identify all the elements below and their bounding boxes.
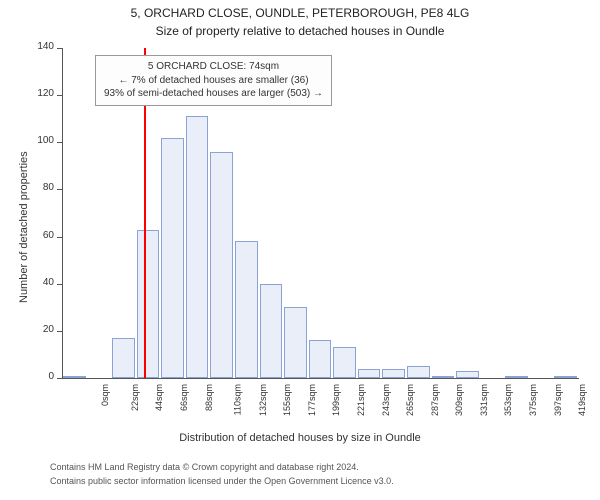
histogram-bar: [358, 369, 381, 378]
histogram-bar: [407, 366, 430, 378]
x-tick-label: 132sqm: [258, 384, 268, 416]
x-tick-label: 397sqm: [553, 384, 563, 416]
y-tick-label: 120: [22, 88, 54, 99]
x-tick-label: 22sqm: [130, 384, 140, 411]
histogram-bar: [235, 241, 258, 378]
histogram-bar: [456, 371, 479, 378]
histogram-bar: [432, 376, 455, 378]
x-tick-label: 199sqm: [331, 384, 341, 416]
x-tick-label: 221sqm: [356, 384, 366, 416]
title-line-2: Size of property relative to detached ho…: [0, 24, 600, 38]
x-tick-label: 353sqm: [503, 384, 513, 416]
y-tick-label: 20: [22, 324, 54, 335]
x-tick-label: 309sqm: [454, 384, 464, 416]
x-tick-label: 419sqm: [577, 384, 587, 416]
y-tick-label: 140: [22, 41, 54, 52]
histogram-bar: [309, 340, 332, 378]
annotation-line: 5 ORCHARD CLOSE: 74sqm: [104, 60, 323, 74]
y-tick-label: 100: [22, 135, 54, 146]
histogram-bar: [382, 369, 405, 378]
y-tick-label: 0: [22, 371, 54, 382]
x-axis-label: Distribution of detached houses by size …: [0, 432, 600, 444]
title-line-1: 5, ORCHARD CLOSE, OUNDLE, PETERBOROUGH, …: [0, 6, 600, 20]
y-axis-label: Number of detached properties: [18, 151, 30, 303]
histogram-bar: [137, 230, 160, 379]
histogram-bar: [112, 338, 135, 378]
footer-line-1: Contains HM Land Registry data © Crown c…: [50, 462, 359, 472]
x-tick-label: 66sqm: [179, 384, 189, 411]
x-tick-label: 110sqm: [233, 384, 243, 415]
annotation-line: ← 7% of detached houses are smaller (36): [104, 74, 323, 88]
x-tick-label: 331sqm: [479, 384, 489, 416]
x-tick-label: 44sqm: [154, 384, 164, 411]
annotation-box: 5 ORCHARD CLOSE: 74sqm ← 7% of detached …: [95, 55, 332, 106]
histogram-bar: [260, 284, 283, 378]
chart-canvas: 5, ORCHARD CLOSE, OUNDLE, PETERBOROUGH, …: [0, 0, 600, 500]
footer-line-2: Contains public sector information licen…: [50, 476, 394, 486]
annotation-line: 93% of semi-detached houses are larger (…: [104, 87, 323, 101]
x-tick-label: 243sqm: [381, 384, 391, 416]
histogram-bar: [161, 138, 184, 378]
x-tick-label: 0sqm: [100, 384, 110, 406]
histogram-bar: [284, 307, 307, 378]
x-tick-label: 88sqm: [204, 384, 214, 411]
histogram-bar: [210, 152, 233, 378]
histogram-bar: [63, 376, 86, 378]
x-tick-label: 265sqm: [405, 384, 415, 416]
x-tick-label: 177sqm: [307, 384, 317, 416]
histogram-bar: [554, 376, 577, 378]
x-tick-label: 155sqm: [282, 384, 292, 416]
x-tick-label: 287sqm: [430, 384, 440, 416]
histogram-bar: [333, 347, 356, 378]
x-tick-label: 375sqm: [528, 384, 538, 416]
histogram-bar: [505, 376, 528, 378]
histogram-bar: [186, 116, 209, 378]
